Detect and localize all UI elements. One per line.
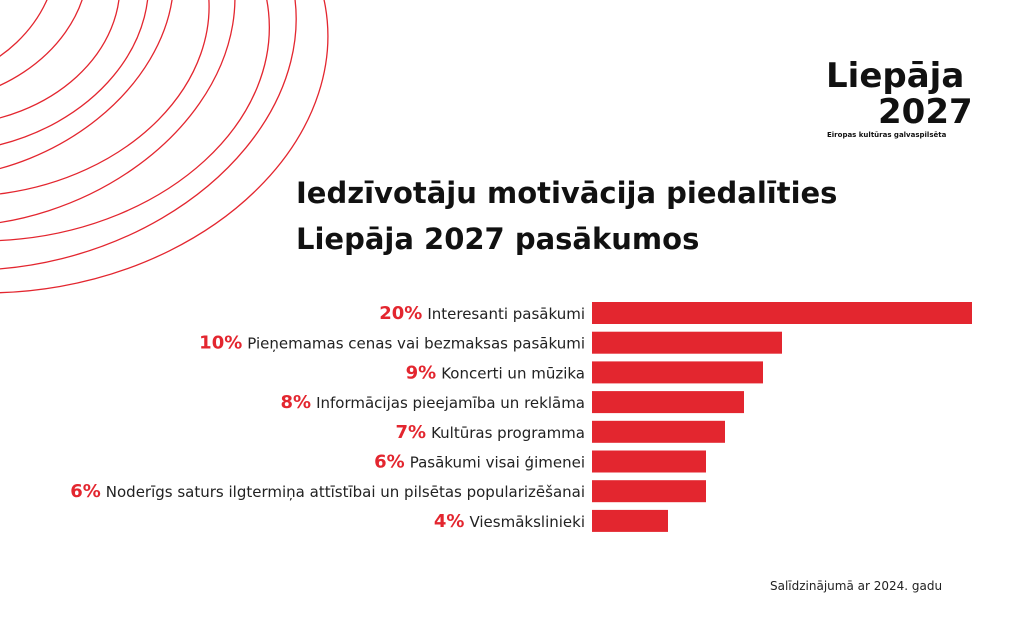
- bar: [592, 391, 744, 414]
- value-label: 20%: [379, 303, 422, 324]
- logo-tagline: Eiropas kultūras galvaspilsēta: [827, 131, 947, 139]
- bar-label: 10% Pieņemamas cenas vai bezmaksas pasāku…: [199, 333, 585, 354]
- bar: [592, 509, 668, 532]
- value-label: 4%: [434, 511, 465, 532]
- category-label: Informācijas pieejamība un reklāma: [316, 394, 585, 412]
- category-label: Kultūras programma: [431, 423, 585, 441]
- value-label: 6%: [70, 481, 101, 502]
- value-label: 7%: [396, 422, 427, 443]
- bar: [592, 480, 706, 503]
- chart-title: Iedzīvotāju motivācija piedalīties Liepā…: [296, 176, 838, 256]
- category-label: Viesmākslinieki: [469, 512, 585, 530]
- bar-label: 8% Informācijas pieejamība un reklāma: [281, 392, 585, 413]
- bar: [592, 331, 782, 354]
- value-label: 8%: [281, 392, 312, 413]
- logo-year: 2027: [878, 92, 973, 132]
- category-label: Koncerti un mūzika: [441, 364, 585, 382]
- category-label: Pasākumi visai ģimenei: [410, 453, 585, 471]
- bar-label: 6% Pasākumi visai ģimenei: [374, 452, 585, 473]
- note: Salīdzinājumā ar 2024. gadu: [770, 579, 943, 593]
- category-label: Noderīgs saturs ilgtermiņa attīstībai un…: [106, 483, 585, 501]
- decoration: [0, 0, 329, 294]
- bar-label: 4% Viesmākslinieki: [434, 511, 585, 532]
- category-label: Pieņemamas cenas vai bezmaksas pasākumi: [247, 334, 585, 352]
- bar: [592, 420, 725, 443]
- value-label: 6%: [374, 452, 405, 473]
- bar-label: 9% Koncerti un mūzika: [406, 362, 585, 383]
- category-label: Interesanti pasākumi: [427, 305, 585, 323]
- bar: [592, 361, 763, 384]
- value-label: 10%: [199, 333, 242, 354]
- bar-label: 6% Noderīgs saturs ilgtermiņa attīstībai …: [70, 481, 585, 502]
- bar: [592, 302, 972, 324]
- logo-name: Liepāja: [826, 56, 965, 96]
- bar-label: 7% Kultūras programma: [396, 422, 586, 443]
- bar: [592, 450, 706, 473]
- value-label: 9%: [406, 362, 437, 383]
- bar-label: 20% Interesanti pasākumi: [379, 303, 585, 324]
